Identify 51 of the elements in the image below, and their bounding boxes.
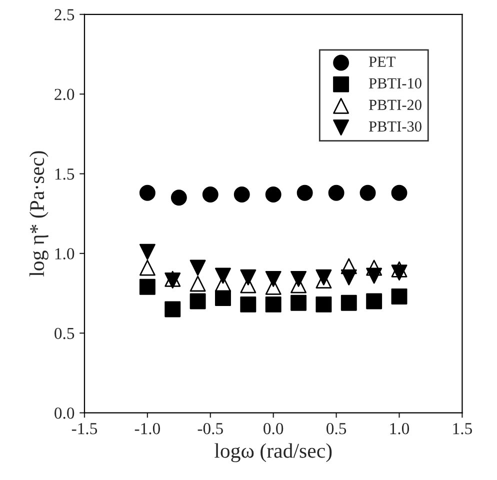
y-tick-label: 1.0 xyxy=(55,248,74,260)
x-tick-label: 0.0 xyxy=(264,423,284,434)
x-tick-label: -1.5 xyxy=(72,423,98,434)
point xyxy=(215,268,231,284)
y-tick-label: 0.0 xyxy=(54,408,74,419)
point xyxy=(290,270,307,287)
point xyxy=(240,269,256,286)
y-tick-label: 0.5 xyxy=(54,328,74,340)
point xyxy=(215,290,231,306)
point xyxy=(265,270,282,287)
y-axis-title: log η* (Pa·sec) xyxy=(29,151,48,276)
point xyxy=(240,296,256,312)
point xyxy=(202,186,218,202)
point xyxy=(366,268,382,284)
point xyxy=(316,296,332,312)
point xyxy=(170,190,187,206)
point xyxy=(328,184,344,201)
point xyxy=(391,264,408,281)
legend-label: PET xyxy=(368,56,396,67)
x-tick-label: -1.0 xyxy=(134,423,160,434)
point xyxy=(265,186,282,202)
point xyxy=(190,276,206,292)
point xyxy=(164,301,181,318)
x-tick-label: 1.5 xyxy=(453,423,472,434)
point xyxy=(340,269,357,286)
x-tick-label: 1.0 xyxy=(390,423,410,434)
legend-label: PBTI-30 xyxy=(368,121,422,132)
point xyxy=(391,288,408,304)
point xyxy=(190,293,206,310)
point xyxy=(190,260,206,276)
point xyxy=(316,269,332,286)
point xyxy=(139,260,156,276)
point xyxy=(366,293,382,310)
x-tick-label: 0.5 xyxy=(326,423,346,434)
point xyxy=(360,184,376,201)
x-axis-title: logω (rad/sec) xyxy=(214,443,332,462)
point xyxy=(265,296,282,312)
y-tick-label: 1.5 xyxy=(55,168,74,180)
point xyxy=(139,184,156,201)
legend-label: PBTI-20 xyxy=(368,100,422,110)
y-tick-label: 2.0 xyxy=(54,88,74,100)
point xyxy=(139,244,156,260)
x-tick-label: -0.5 xyxy=(198,423,223,434)
point xyxy=(340,294,357,311)
point xyxy=(296,184,313,201)
point xyxy=(290,294,307,311)
legend-label: PBTI-10 xyxy=(368,78,422,88)
point xyxy=(139,278,156,295)
point xyxy=(391,184,408,201)
y-tick-label: 2.5 xyxy=(54,9,74,20)
point xyxy=(234,186,250,202)
